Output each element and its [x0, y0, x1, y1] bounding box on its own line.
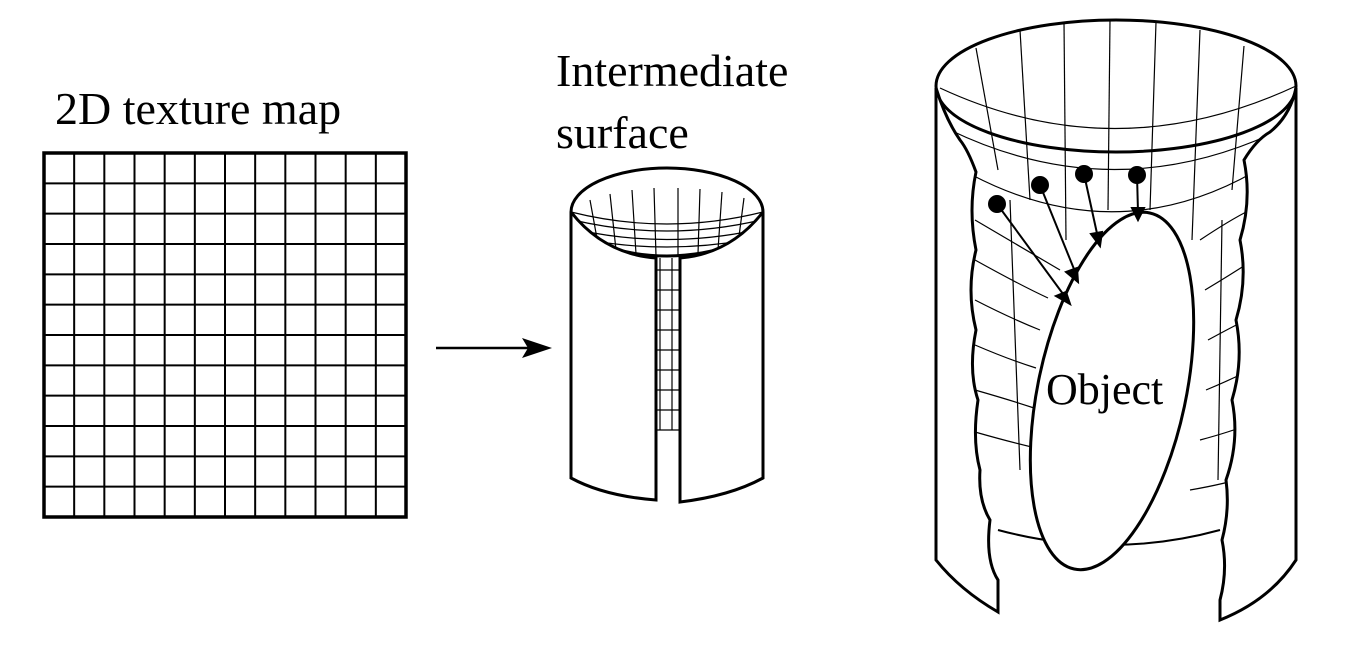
projection-lines [988, 165, 1146, 307]
projection-dot-icon [988, 195, 1072, 307]
projection-dot-icon [1075, 165, 1104, 249]
texture-map-label: 2D texture map [55, 83, 341, 134]
arrow-right-icon [436, 338, 552, 358]
projection-dot-icon [1031, 176, 1080, 285]
small-cylinder [569, 166, 765, 504]
cylinder-slit-grid [656, 258, 680, 431]
large-cylinder [934, 18, 1298, 623]
object-ellipse [1028, 210, 1196, 572]
intermediate-label-line2: surface [556, 107, 689, 158]
projection-panel: Object [934, 18, 1298, 623]
object-label: Object [1046, 365, 1163, 414]
texture-map-panel: 2D texture map [42, 83, 408, 519]
projection-dot-icon [1128, 166, 1146, 223]
intermediate-label-line1: Intermediate [556, 45, 788, 96]
intermediate-surface-panel: Intermediate surface [556, 45, 788, 504]
large-cylinder-inner-grid [939, 19, 1297, 491]
texture-map-grid [42, 151, 408, 519]
